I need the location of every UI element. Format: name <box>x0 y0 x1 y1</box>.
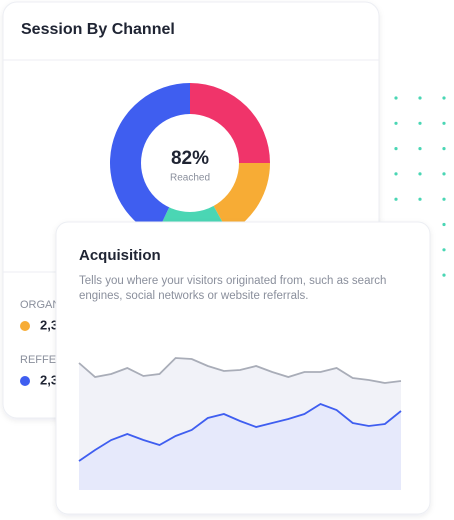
dot <box>442 172 446 176</box>
card-title: Acquisition <box>79 247 161 264</box>
area-fill <box>79 404 401 490</box>
dot <box>442 273 446 277</box>
dot <box>394 96 398 100</box>
channel-name: REFFE <box>20 354 56 366</box>
dot <box>394 172 398 176</box>
channel-list: ORGAN 2,3 REFFE 2,3 <box>20 299 60 387</box>
channel-dot <box>20 321 30 331</box>
dot <box>418 121 422 125</box>
dot <box>418 96 422 100</box>
line <box>78 403 402 462</box>
center-sublabel: Reached <box>170 173 210 184</box>
line <box>78 357 402 384</box>
dot <box>394 147 398 151</box>
dot <box>418 197 422 201</box>
channel-dot <box>20 376 30 386</box>
center-label: 82% <box>171 148 209 169</box>
dot <box>442 121 446 125</box>
dot <box>394 121 398 125</box>
donut-hole <box>141 114 239 212</box>
dot <box>418 147 422 151</box>
card-title: Session By Channel <box>21 21 175 38</box>
channel-value: 2,3 <box>40 317 58 332</box>
dot <box>394 197 398 201</box>
dot <box>442 96 446 100</box>
dot <box>442 197 446 201</box>
dot <box>418 172 422 176</box>
dot <box>442 147 446 151</box>
channel-name: ORGAN <box>20 299 60 311</box>
dot <box>442 222 446 227</box>
card-subtitle: engines, social networks or website refe… <box>79 290 308 302</box>
dot <box>442 248 446 252</box>
channel-value: 2,3 <box>40 372 58 387</box>
area-chart <box>78 357 402 490</box>
card-subtitle: Tells you where your visitors originated… <box>79 275 386 287</box>
